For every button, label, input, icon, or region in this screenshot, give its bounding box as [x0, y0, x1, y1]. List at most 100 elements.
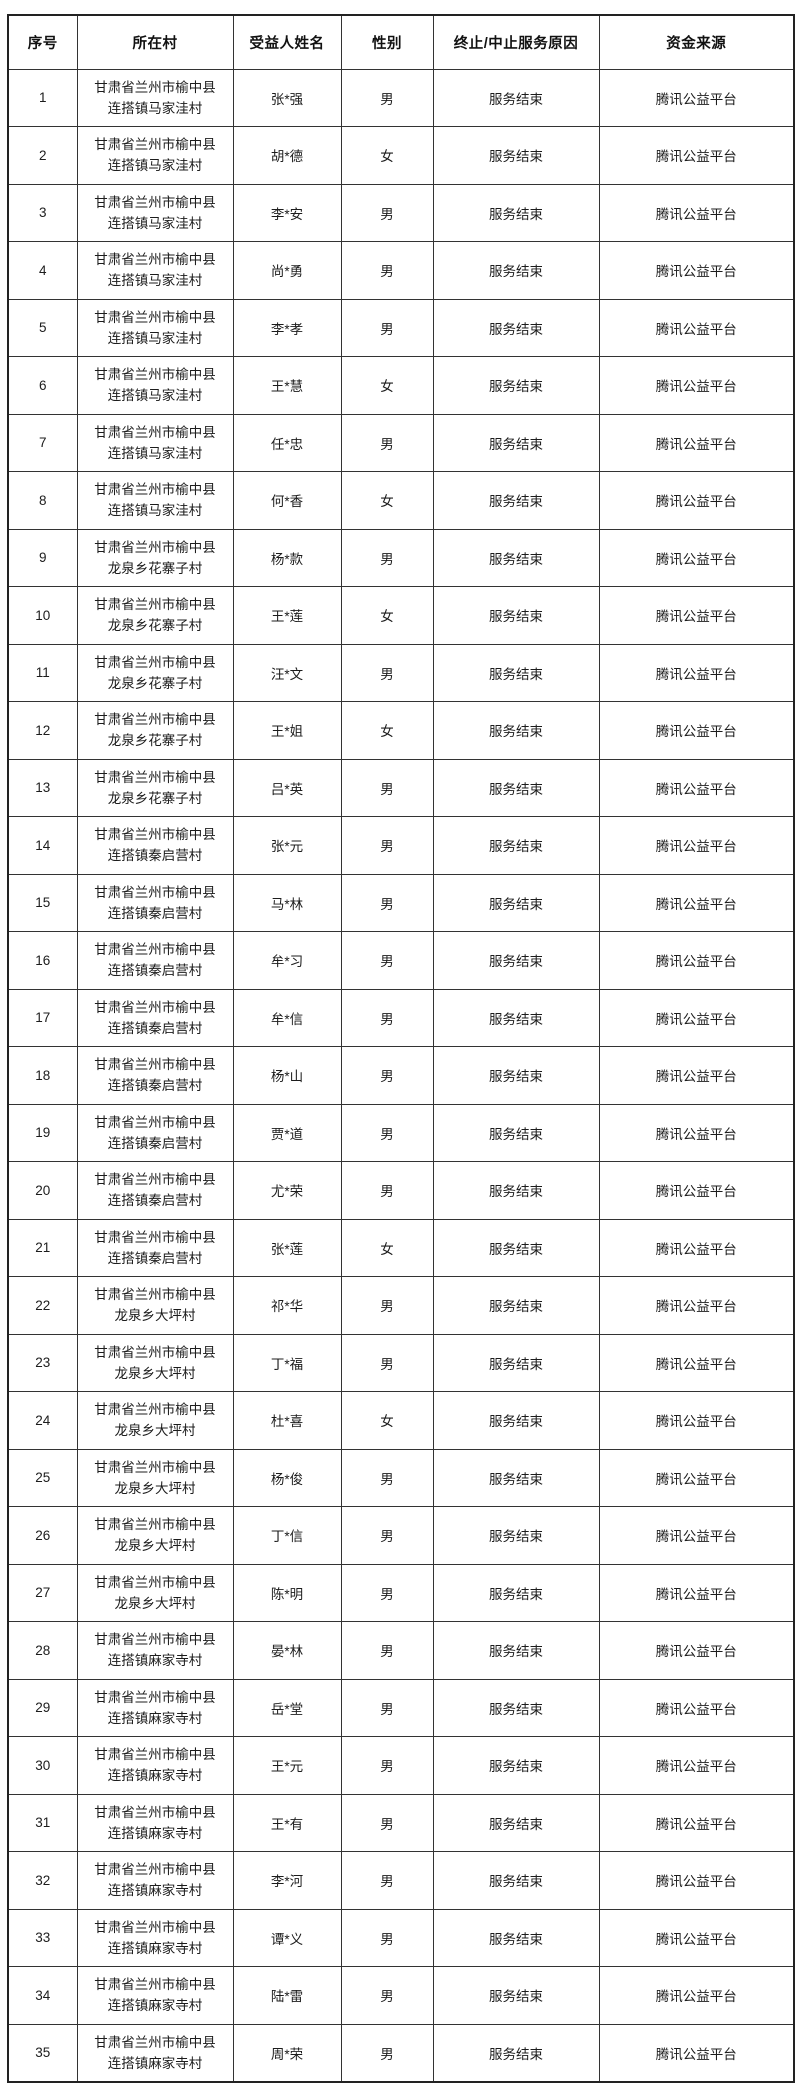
cell-village: 甘肃省兰州市榆中县 连搭镇秦启营村	[76, 1218, 234, 1277]
cell-serial: 12	[7, 701, 78, 760]
cell-village: 甘肃省兰州市榆中县 龙泉乡花寨子村	[76, 701, 234, 760]
village-line-2: 连搭镇麻家寺村	[107, 1768, 203, 1784]
cell-serial: 34	[7, 1966, 78, 2025]
cell-name: 杜*喜	[232, 1391, 342, 1450]
village-line-2: 连搭镇秦启营村	[107, 848, 203, 864]
village-line-1: 甘肃省兰州市榆中县	[94, 367, 216, 383]
cell-gender: 男	[340, 528, 434, 587]
col-header-source: 资金来源	[598, 14, 795, 70]
cell-reason: 服务结束	[432, 1046, 600, 1105]
village-line-2: 龙泉乡大坪村	[114, 1595, 196, 1611]
cell-village: 甘肃省兰州市榆中县 连搭镇秦启营村	[76, 988, 234, 1047]
table-row: 29 甘肃省兰州市榆中县 连搭镇麻家寺村 岳*堂 男 服务结束 腾讯公益平台	[7, 1678, 795, 1737]
cell-source: 腾讯公益平台	[598, 931, 795, 990]
cell-reason: 服务结束	[432, 298, 600, 357]
village-line-1: 甘肃省兰州市榆中县	[94, 424, 216, 440]
cell-serial: 30	[7, 1736, 78, 1795]
village-line-1: 甘肃省兰州市榆中县	[94, 1574, 216, 1590]
table-row: 33 甘肃省兰州市榆中县 连搭镇麻家寺村 谭*义 男 服务结束 腾讯公益平台	[7, 1908, 795, 1967]
cell-serial: 35	[7, 2023, 78, 2082]
cell-gender: 男	[340, 1563, 434, 1622]
village-line-2: 连搭镇马家洼村	[107, 503, 203, 519]
cell-source: 腾讯公益平台	[598, 1966, 795, 2025]
col-header-serial: 序号	[7, 14, 78, 70]
cell-reason: 服务结束	[432, 931, 600, 990]
col-header-gender: 性别	[340, 14, 434, 70]
cell-village: 甘肃省兰州市榆中县 连搭镇马家洼村	[76, 471, 234, 530]
cell-serial: 4	[7, 241, 78, 300]
cell-gender: 男	[340, 2023, 434, 2082]
cell-reason: 服务结束	[432, 758, 600, 817]
cell-serial: 32	[7, 1851, 78, 1910]
cell-village: 甘肃省兰州市榆中县 龙泉乡花寨子村	[76, 643, 234, 702]
village-line-1: 甘肃省兰州市榆中县	[94, 1459, 216, 1475]
table-body: 1 甘肃省兰州市榆中县 连搭镇马家洼村 张*强 男 服务结束 腾讯公益平台 2 …	[7, 68, 795, 2082]
village-line-1: 甘肃省兰州市榆中县	[94, 1804, 216, 1820]
table-row: 1 甘肃省兰州市榆中县 连搭镇马家洼村 张*强 男 服务结束 腾讯公益平台	[7, 68, 795, 127]
cell-source: 腾讯公益平台	[598, 1218, 795, 1277]
cell-gender: 男	[340, 1908, 434, 1967]
cell-gender: 女	[340, 1218, 434, 1277]
cell-name: 陆*雷	[232, 1966, 342, 2025]
cell-reason: 服务结束	[432, 1621, 600, 1680]
cell-reason: 服务结束	[432, 241, 600, 300]
cell-name: 尚*勇	[232, 241, 342, 300]
village-line-1: 甘肃省兰州市榆中县	[94, 1172, 216, 1188]
cell-reason: 服务结束	[432, 356, 600, 415]
cell-reason: 服务结束	[432, 1966, 600, 2025]
village-line-1: 甘肃省兰州市榆中县	[94, 942, 216, 958]
cell-gender: 男	[340, 758, 434, 817]
cell-gender: 女	[340, 701, 434, 760]
village-line-1: 甘肃省兰州市榆中县	[94, 1229, 216, 1245]
cell-reason: 服务结束	[432, 1506, 600, 1565]
village-line-2: 连搭镇秦启营村	[107, 963, 203, 979]
cell-village: 甘肃省兰州市榆中县 连搭镇麻家寺村	[76, 1966, 234, 2025]
cell-source: 腾讯公益平台	[598, 816, 795, 875]
cell-gender: 男	[340, 413, 434, 472]
cell-name: 张*强	[232, 68, 342, 127]
cell-source: 腾讯公益平台	[598, 1506, 795, 1565]
cell-serial: 29	[7, 1678, 78, 1737]
cell-name: 杨*俊	[232, 1448, 342, 1507]
village-line-1: 甘肃省兰州市榆中县	[94, 1114, 216, 1130]
cell-village: 甘肃省兰州市榆中县 连搭镇麻家寺村	[76, 1793, 234, 1852]
cell-source: 腾讯公益平台	[598, 413, 795, 472]
cell-serial: 16	[7, 931, 78, 990]
village-line-1: 甘肃省兰州市榆中县	[94, 79, 216, 95]
cell-serial: 10	[7, 586, 78, 645]
village-line-2: 连搭镇秦启营村	[107, 1078, 203, 1094]
cell-name: 王*姐	[232, 701, 342, 760]
cell-source: 腾讯公益平台	[598, 1103, 795, 1162]
cell-source: 腾讯公益平台	[598, 1621, 795, 1680]
table-row: 24 甘肃省兰州市榆中县 龙泉乡大坪村 杜*喜 女 服务结束 腾讯公益平台	[7, 1391, 795, 1450]
table-row: 23 甘肃省兰州市榆中县 龙泉乡大坪村 丁*福 男 服务结束 腾讯公益平台	[7, 1333, 795, 1392]
cell-village: 甘肃省兰州市榆中县 连搭镇秦启营村	[76, 931, 234, 990]
cell-reason: 服务结束	[432, 1161, 600, 1220]
cell-source: 腾讯公益平台	[598, 1448, 795, 1507]
cell-gender: 男	[340, 1333, 434, 1392]
cell-serial: 11	[7, 643, 78, 702]
village-line-2: 龙泉乡花寨子村	[107, 560, 203, 576]
cell-name: 胡*德	[232, 126, 342, 185]
cell-gender: 男	[340, 1103, 434, 1162]
table-row: 20 甘肃省兰州市榆中县 连搭镇秦启营村 尤*荣 男 服务结束 腾讯公益平台	[7, 1161, 795, 1220]
cell-gender: 男	[340, 241, 434, 300]
village-line-2: 连搭镇马家洼村	[107, 273, 203, 289]
cell-source: 腾讯公益平台	[598, 1793, 795, 1852]
cell-village: 甘肃省兰州市榆中县 连搭镇麻家寺村	[76, 1908, 234, 1967]
village-line-1: 甘肃省兰州市榆中县	[94, 1689, 216, 1705]
cell-reason: 服务结束	[432, 643, 600, 702]
cell-reason: 服务结束	[432, 701, 600, 760]
cell-source: 腾讯公益平台	[598, 298, 795, 357]
cell-name: 晏*林	[232, 1621, 342, 1680]
table-row: 19 甘肃省兰州市榆中县 连搭镇秦启营村 贾*道 男 服务结束 腾讯公益平台	[7, 1103, 795, 1162]
cell-source: 腾讯公益平台	[598, 1161, 795, 1220]
cell-source: 腾讯公益平台	[598, 758, 795, 817]
table-row: 10 甘肃省兰州市榆中县 龙泉乡花寨子村 王*莲 女 服务结束 腾讯公益平台	[7, 586, 795, 645]
village-line-2: 龙泉乡花寨子村	[107, 733, 203, 749]
cell-village: 甘肃省兰州市榆中县 龙泉乡花寨子村	[76, 758, 234, 817]
cell-serial: 15	[7, 873, 78, 932]
village-line-1: 甘肃省兰州市榆中县	[94, 539, 216, 555]
table-row: 31 甘肃省兰州市榆中县 连搭镇麻家寺村 王*有 男 服务结束 腾讯公益平台	[7, 1793, 795, 1852]
cell-name: 谭*义	[232, 1908, 342, 1967]
